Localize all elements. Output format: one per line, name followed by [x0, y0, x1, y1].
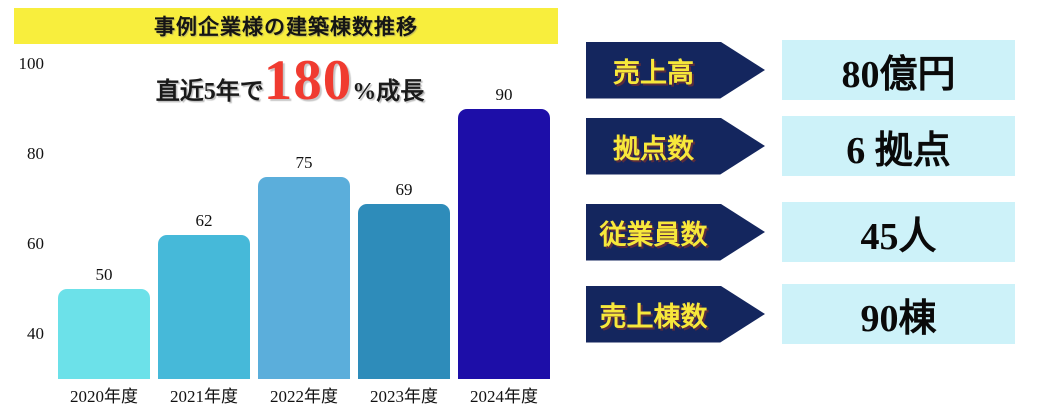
bar-chart: 40 60 80 100 50 2020年度 62 2021年度 75 2022年度 69 2023年… [18, 54, 550, 406]
x-axis-category-label: 2024年度 [470, 387, 538, 406]
stat-value-box: 45人 [782, 202, 1015, 262]
stat-value: 90棟 [860, 297, 937, 340]
stat-value-box: 6 拠点 [782, 116, 1015, 176]
y-axis-tick-label: 40 [27, 324, 44, 343]
stat-value: 6 拠点 [846, 129, 951, 172]
bar-2023年度 [358, 203, 450, 379]
stat-value: 45人 [860, 215, 937, 258]
chart-title-banner: 事例企業様の建築棟数推移 [14, 8, 558, 44]
bar-2021年度 [158, 235, 250, 379]
x-axis-category-label: 2023年度 [370, 387, 438, 406]
growth-annotation-percent: 180 [263, 49, 353, 112]
chart-title: 事例企業様の建築棟数推移 [154, 15, 418, 39]
bar-value-label: 69 [395, 179, 413, 199]
stat-value-box: 80億円 [782, 40, 1015, 100]
stat-arrow-tag: 拠点数 [586, 117, 765, 175]
x-axis-category-label: 2020年度 [70, 387, 138, 406]
x-axis-category-label: 2021年度 [170, 387, 238, 406]
bar-2020年度 [58, 289, 150, 379]
bar-value-label: 75 [295, 152, 313, 172]
growth-annotation: 直近5年で 180 %成長 [100, 52, 480, 109]
x-axis-category-label: 2022年度 [270, 387, 338, 406]
stat-row: 売上高 80億円 [586, 40, 1015, 100]
stat-arrow-tag: 売上棟数 [586, 285, 765, 343]
bar-value-label: 90 [495, 85, 513, 104]
growth-annotation-suffix: %成長 [352, 79, 425, 105]
stat-value: 80億円 [841, 53, 956, 96]
y-axis-tick-label: 60 [27, 234, 44, 253]
stat-row: 拠点数 6 拠点 [586, 116, 1015, 176]
bar-2024年度 [458, 109, 550, 379]
stat-label: 従業員数 [599, 219, 708, 250]
y-axis-tick-label: 80 [27, 144, 44, 163]
stat-arrow-tag: 売上高 [586, 41, 765, 99]
stat-label: 売上高 [613, 57, 694, 88]
stat-row: 売上棟数 90棟 [586, 284, 1015, 344]
bar-2022年度 [258, 176, 350, 379]
bar-value-label: 50 [95, 265, 113, 284]
stat-label: 売上棟数 [599, 301, 708, 332]
bar-value-label: 62 [195, 211, 213, 230]
y-axis-tick-label: 100 [18, 54, 45, 73]
growth-annotation-prefix: 直近5年で [155, 79, 264, 105]
stat-row: 従業員数 45人 [586, 202, 1015, 262]
stat-value-box: 90棟 [782, 284, 1015, 344]
stat-label: 拠点数 [613, 133, 694, 164]
stat-arrow-tag: 従業員数 [586, 203, 765, 261]
